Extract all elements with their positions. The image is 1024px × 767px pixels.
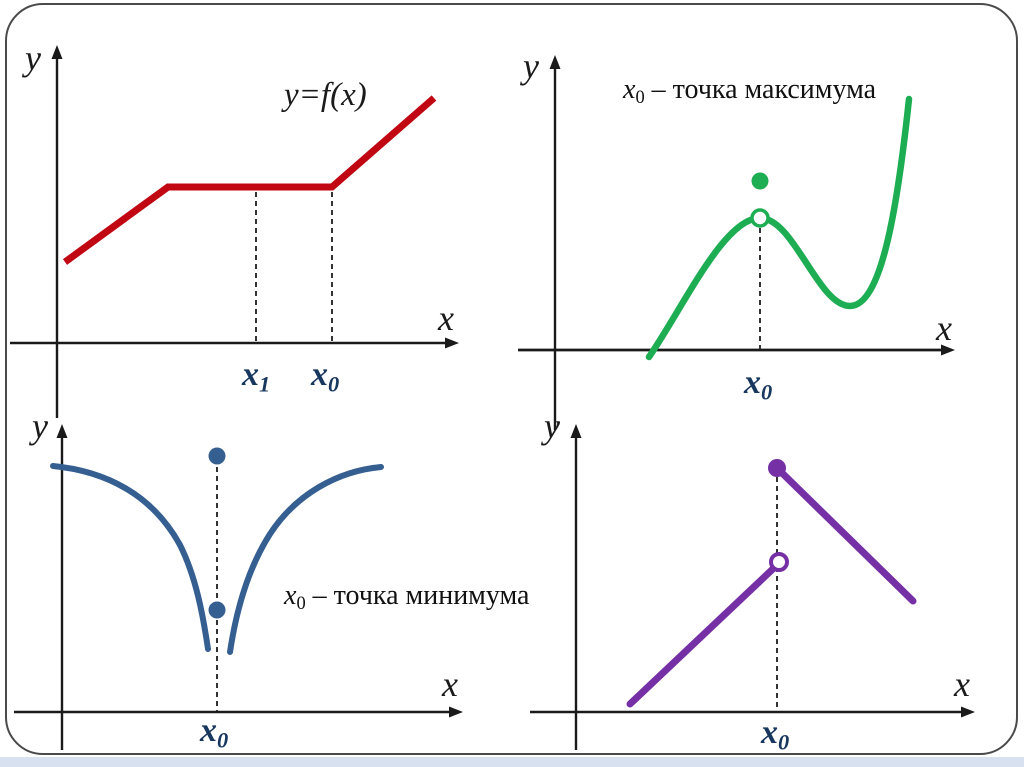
minimum-curve-left-branch	[50, 463, 211, 652]
upper-filled-point	[208, 447, 226, 465]
y-axis-label: y	[25, 38, 41, 78]
x-axis-arrow-icon	[445, 337, 459, 349]
tick-sub: 0	[761, 379, 773, 405]
annotation-text: – точка максимума	[644, 74, 877, 105]
minimum-annotation: x0 – точка минимума	[284, 580, 530, 614]
minimum-graph	[14, 424, 463, 750]
corner-graph	[530, 424, 975, 750]
x-axis-arrow-icon	[941, 344, 955, 356]
maximum-graph	[518, 55, 955, 430]
tick-sub: 1	[259, 371, 271, 397]
plateau-graph	[10, 45, 459, 418]
x-axis-arrow-icon	[449, 706, 463, 718]
curve-equation-label: y=f(x)	[284, 77, 367, 113]
y-axis-arrow-icon	[549, 55, 561, 69]
tick-sub: 0	[217, 727, 229, 753]
open-point	[750, 208, 770, 228]
x-axis-arrow-icon	[961, 706, 975, 718]
open-point	[769, 552, 789, 572]
tick-var: x	[744, 364, 761, 401]
falling-segment	[776, 467, 917, 605]
annotation-sub: 0	[635, 87, 645, 108]
x-axis-label: x	[442, 664, 458, 704]
maximum-curve	[645, 95, 913, 361]
y-axis-arrow-icon	[56, 424, 68, 438]
x-axis-label: x	[936, 308, 952, 348]
slide-edge-strip	[0, 757, 1024, 767]
annotation-sub: 0	[296, 593, 306, 614]
y-axis-arrow-icon	[51, 45, 63, 59]
x-axis-label: x	[438, 298, 454, 338]
y-axis-label: y	[32, 406, 48, 446]
plateau-curve	[62, 95, 437, 265]
tick-var: x	[311, 356, 328, 393]
x-axis-label: x	[954, 664, 970, 704]
y-axis-arrow-icon	[570, 424, 582, 438]
annotation-text: – точка минимума	[305, 580, 530, 611]
tick-x0: x0	[311, 356, 339, 396]
isolated-filled-point	[751, 172, 769, 190]
y-axis-label: y	[544, 406, 560, 446]
tick-sub: 0	[328, 371, 340, 397]
rising-segment	[626, 562, 780, 708]
tick-x1: x1	[242, 356, 270, 396]
tick-var: x	[242, 356, 259, 393]
lower-filled-point	[208, 601, 226, 619]
filled-point	[768, 459, 786, 477]
tick-x0: x0	[744, 364, 772, 404]
tick-var: x	[200, 712, 217, 749]
annotation-var: x	[623, 74, 636, 105]
tick-x0: x0	[200, 712, 228, 752]
slide-frame	[5, 3, 1018, 755]
minimum-curve-right-branch	[227, 464, 384, 655]
tick-var: x	[761, 714, 778, 751]
annotation-var: x	[284, 580, 297, 611]
tick-x0: x0	[761, 714, 789, 754]
maximum-annotation: x0 – точка максимума	[623, 74, 877, 108]
tick-sub: 0	[778, 729, 790, 755]
y-axis-label: y	[523, 46, 539, 86]
